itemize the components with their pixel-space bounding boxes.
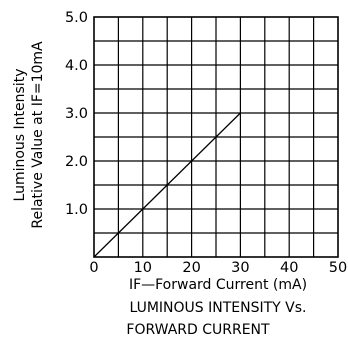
x-tick-label: 10: [134, 260, 152, 276]
x-tick-labels: 0 10 20 30 40 50: [89, 260, 347, 276]
x-tick-label: 40: [280, 260, 298, 276]
plot-frame: [93, 16, 339, 258]
series-line: [93, 112, 241, 258]
y-tick-label: 1.0: [65, 202, 88, 218]
chart-title-line-2: FORWARD CURRENT: [126, 322, 270, 338]
y-tick-label: 2.0: [65, 154, 88, 170]
y-tick-label: 5.0: [65, 10, 88, 26]
y-tick-labels: 1.0 2.0 3.0 4.0 5.0: [65, 10, 88, 218]
x-tick-label: 30: [231, 260, 249, 276]
y-tick-label: 4.0: [65, 58, 88, 74]
y-axis-label-line-2: Relative Value at IF=10mA: [30, 41, 46, 229]
x-axis-label: IF—Forward Current (mA): [129, 277, 307, 293]
y-tick-label: 3.0: [65, 106, 88, 122]
chart-series: [93, 112, 241, 258]
y-axis-label-line-1: Luminous Intensity: [12, 69, 28, 202]
chart-title-line-1: LUMINOUS INTENSITY Vs.: [130, 300, 307, 316]
x-tick-label: 0: [89, 260, 98, 276]
x-tick-label: 50: [329, 260, 347, 276]
x-tick-label: 20: [182, 260, 200, 276]
